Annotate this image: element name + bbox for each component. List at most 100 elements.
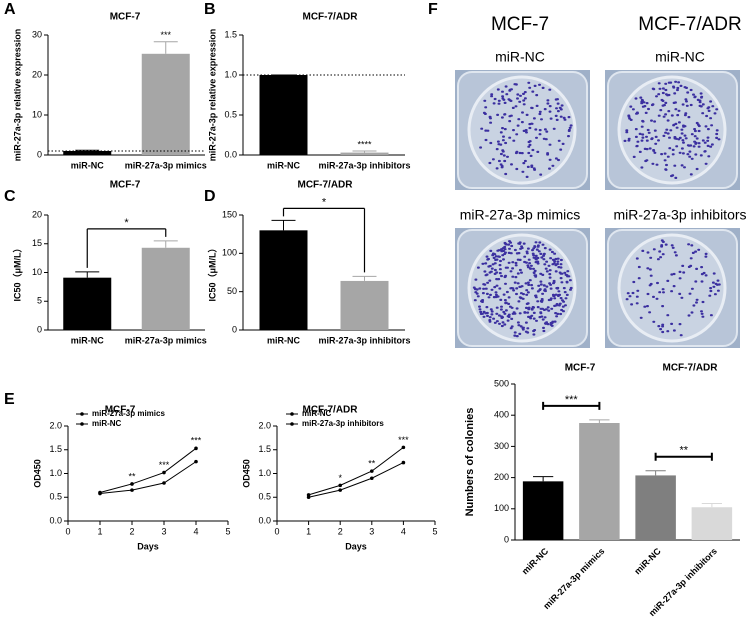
y-tick-label: 100 [222, 248, 237, 258]
significance: *** [565, 394, 579, 406]
legend-label: miR-NC [92, 419, 122, 428]
point [401, 460, 406, 465]
colonies [623, 80, 721, 179]
bar [259, 230, 308, 330]
colony-photo [605, 70, 740, 190]
x-tick-label: miR-NC [71, 335, 104, 345]
point [194, 446, 198, 451]
y-axis-label: miR-27a-3p relative expression [12, 29, 22, 162]
error-bar [153, 240, 178, 248]
colonies [472, 240, 573, 338]
y-axis-label: Numbers of colonies [464, 408, 476, 517]
y-tick-label: 5 [37, 296, 42, 306]
y-tick-label: 10 [32, 109, 42, 119]
y-tick-label: 10 [32, 267, 42, 277]
point [306, 495, 311, 500]
error-bar [533, 476, 554, 482]
y-tick-label: 300 [494, 441, 509, 451]
y-tick-label: 200 [494, 472, 509, 482]
chart-title: MCF-7/ADR [298, 180, 354, 191]
significance-bracket [654, 452, 713, 461]
legend-label: miR-NC [302, 409, 332, 418]
plate-dish [617, 233, 727, 343]
y-tick-label: 50 [227, 286, 237, 296]
significance: * [322, 196, 327, 208]
photo-caption: miR-27a-3p inhibitors [613, 207, 746, 223]
chart-title: MCF-7/ADR [303, 12, 359, 23]
chart-title: MCF-7 [105, 405, 136, 416]
chart-title: MCF-7 [110, 12, 141, 23]
error-bar [589, 419, 610, 423]
significance: ** [679, 445, 688, 457]
bar [63, 277, 112, 330]
y-tick-label: 2.0 [49, 420, 62, 430]
bar [340, 280, 389, 330]
bar [141, 53, 190, 155]
chart-title: MCF-7/ADR [663, 363, 719, 374]
y-tick-label: 0.0 [49, 515, 62, 525]
chart-title: MCF-7 [110, 180, 141, 191]
y-axis-label: IC50（μM/L） [12, 243, 22, 301]
point [130, 482, 134, 486]
legend-marker [80, 422, 84, 426]
y-tick-label: 15 [32, 238, 42, 248]
y-tick-label: 0.5 [224, 109, 237, 119]
x-tick-label: miR-27a-3p inhibitors [318, 160, 410, 170]
significance: *** [398, 435, 409, 445]
point [370, 476, 374, 481]
photo-header: MCF-7/ADR [638, 14, 741, 35]
photo-header: MCF-7 [491, 14, 549, 35]
panel-letter: F [428, 1, 438, 18]
y-tick-label: 0 [504, 534, 509, 544]
y-tick-label: 150 [222, 209, 237, 219]
x-tick-label: miR-27a-3p mimics [125, 160, 207, 170]
photo-caption: miR-NC [655, 49, 705, 65]
colony-photo [455, 228, 590, 348]
series-line [99, 447, 197, 493]
chart-title: MCF-7/ADR [303, 405, 359, 416]
legend-label: miR-27a-3p inhibitors [302, 419, 384, 428]
y-tick-label: 20 [32, 209, 42, 219]
error-bar [701, 502, 722, 508]
series-line [308, 462, 404, 498]
colonies [625, 239, 721, 337]
legend-marker [290, 412, 294, 416]
y-axis-label: OD450 [32, 459, 42, 488]
x-tick-label: miR-27a-3p mimics [125, 335, 207, 345]
legend-marker [80, 412, 84, 416]
significance: *** [160, 30, 171, 40]
series-line [99, 461, 197, 494]
error-bar [75, 271, 100, 278]
y-tick-label: 0.5 [49, 492, 62, 502]
chart-title: MCF-7 [565, 363, 596, 374]
y-axis-label: OD450 [241, 459, 251, 488]
y-tick-label: 0.0 [224, 149, 237, 159]
plate-dish [467, 233, 577, 343]
significance: * [124, 217, 129, 229]
y-tick-label: 1.0 [258, 468, 271, 478]
panel-letter: D [204, 188, 216, 205]
y-tick-label: 0 [232, 324, 237, 334]
significance: ** [368, 459, 376, 469]
point [401, 445, 406, 450]
x-axis-label: Days [137, 541, 159, 551]
x-tick-label: 0 [65, 526, 70, 536]
point [130, 488, 134, 492]
x-tick-label: miR-NC [632, 546, 663, 577]
x-tick-label: 3 [369, 526, 374, 536]
y-tick-label: 1.5 [224, 29, 237, 39]
significance-bracket [86, 228, 167, 268]
x-tick-label: miR-NC [71, 160, 104, 170]
bar [635, 475, 676, 540]
x-tick-label: 5 [225, 526, 230, 536]
point [370, 469, 374, 473]
y-tick-label: 2.0 [258, 420, 271, 430]
y-tick-label: 1.5 [49, 444, 62, 454]
colonies [479, 81, 573, 178]
x-tick-label: 4 [401, 526, 406, 536]
x-tick-label: 1 [306, 526, 311, 536]
series-line [308, 446, 404, 496]
point [338, 483, 343, 488]
legend-marker [290, 422, 294, 426]
